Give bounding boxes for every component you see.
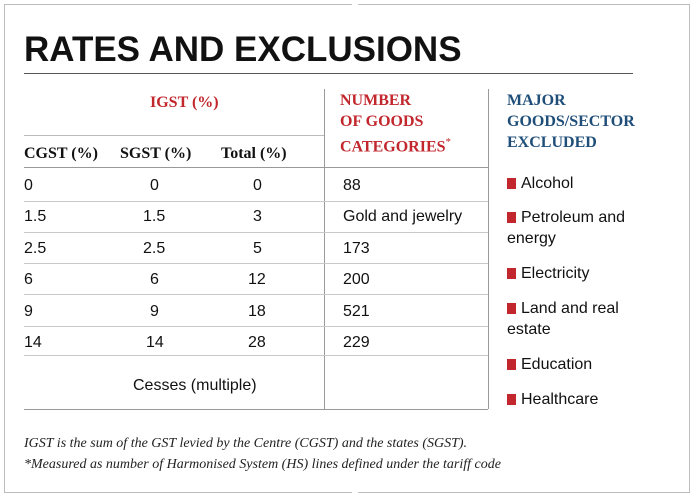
total-header: Total (%) xyxy=(221,145,287,162)
row-rule xyxy=(24,355,488,356)
igst-underline xyxy=(24,135,324,136)
excluded-item: Education xyxy=(507,354,657,375)
total-cell: 0 xyxy=(253,177,262,194)
red-square-bullet-icon xyxy=(507,303,516,314)
sgst-cell: 2.5 xyxy=(143,240,166,257)
frame-gap-bottom xyxy=(352,488,358,497)
cgst-cell: 6 xyxy=(24,271,33,288)
infographic-frame xyxy=(4,4,690,493)
page-title: RATES AND EXCLUSIONS xyxy=(24,30,462,69)
excluded-header-line2: GOODS/SECTOR xyxy=(507,113,635,130)
excluded-header-line3: EXCLUDED xyxy=(507,134,597,151)
column-divider-1 xyxy=(324,89,325,409)
cgst-cell: 0 xyxy=(24,177,33,194)
excluded-item: Healthcare xyxy=(507,389,657,410)
goods-cell: 229 xyxy=(343,334,370,351)
column-divider-2 xyxy=(488,89,489,409)
row-rule xyxy=(24,326,488,327)
table-bottom-rule xyxy=(24,409,488,410)
sgst-cell: 14 xyxy=(146,334,164,351)
sgst-cell: 1.5 xyxy=(143,208,166,225)
row-rule xyxy=(24,263,488,264)
cgst-cell: 1.5 xyxy=(24,208,47,225)
igst-header: IGST (%) xyxy=(150,94,219,111)
red-square-bullet-icon xyxy=(507,394,516,405)
goods-header-line2: OF GOODS xyxy=(340,113,424,130)
cgst-cell: 2.5 xyxy=(24,240,47,257)
footnote-marker: * xyxy=(445,136,452,148)
total-cell: 28 xyxy=(248,334,266,351)
excluded-item: Petroleum and energy xyxy=(507,209,626,247)
sgst-header: SGST (%) xyxy=(120,145,192,162)
sgst-cell: 6 xyxy=(150,271,159,288)
goods-cell: 88 xyxy=(343,177,361,194)
sgst-cell: 9 xyxy=(150,303,159,320)
cgst-header: CGST (%) xyxy=(24,145,98,162)
row-rule xyxy=(24,232,488,233)
red-square-bullet-icon xyxy=(507,359,516,370)
red-square-bullet-icon xyxy=(507,178,516,189)
excluded-header-line1: MAJOR xyxy=(507,92,566,109)
title-divider xyxy=(24,73,633,74)
footnote-hs-lines: *Measured as number of Harmonised System… xyxy=(24,457,501,472)
goods-count-header: NUMBER OF GOODS CATEGORIES* xyxy=(340,90,451,157)
excluded-item: Alcohol xyxy=(507,173,657,194)
footnote-igst: IGST is the sum of the GST levied by the… xyxy=(24,436,468,451)
cesses-cell: Cesses (multiple) xyxy=(133,377,257,394)
excluded-item: Land and real estate xyxy=(507,300,619,338)
goods-cell: 173 xyxy=(343,240,370,257)
excluded-header: MAJOR GOODS/SECTOR EXCLUDED xyxy=(507,90,635,153)
cgst-cell: 9 xyxy=(24,303,33,320)
total-cell: 12 xyxy=(248,271,266,288)
cgst-cell: 14 xyxy=(24,334,42,351)
total-cell: 5 xyxy=(253,240,262,257)
goods-cell: 521 xyxy=(343,303,370,320)
goods-cell: Gold and jewelry xyxy=(343,208,463,225)
excluded-item: Electricity xyxy=(507,263,657,284)
row-rule xyxy=(24,294,488,295)
goods-header-line1: NUMBER xyxy=(340,92,412,109)
red-square-bullet-icon xyxy=(507,212,516,223)
goods-header-line3: CATEGORIES xyxy=(340,138,446,156)
frame-gap-top xyxy=(352,0,358,9)
total-cell: 18 xyxy=(248,303,266,320)
row-rule xyxy=(24,201,488,202)
total-cell: 3 xyxy=(253,208,262,225)
header-rule xyxy=(24,167,488,168)
goods-cell: 200 xyxy=(343,271,370,288)
sgst-cell: 0 xyxy=(150,177,159,194)
red-square-bullet-icon xyxy=(507,268,516,279)
